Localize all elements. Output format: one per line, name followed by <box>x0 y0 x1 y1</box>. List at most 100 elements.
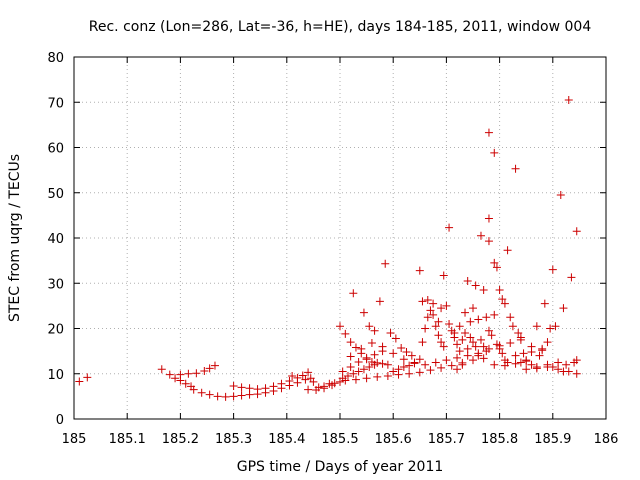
data-point <box>399 355 408 364</box>
data-point <box>362 374 371 383</box>
data-point <box>421 360 430 369</box>
x-tick-label: 185.6 <box>375 432 412 447</box>
data-point <box>205 390 214 399</box>
data-point <box>405 369 414 378</box>
data-point <box>237 391 246 400</box>
data-point <box>423 313 432 322</box>
data-point <box>538 344 547 353</box>
data-point <box>423 295 432 304</box>
data-point <box>229 381 238 390</box>
data-point <box>157 365 166 374</box>
data-point <box>479 286 488 295</box>
data-point <box>431 322 440 331</box>
data-point <box>469 356 477 365</box>
data-point <box>461 308 470 317</box>
data-point <box>439 271 448 280</box>
data-point <box>389 367 398 376</box>
data-point <box>453 365 462 374</box>
data-point <box>304 385 313 394</box>
data-point <box>367 338 376 347</box>
data-point <box>301 375 310 384</box>
data-point <box>564 95 573 104</box>
data-point <box>389 349 398 358</box>
data-point <box>474 315 483 324</box>
data-point <box>495 344 504 353</box>
data-point <box>357 344 366 353</box>
data-point <box>434 317 443 326</box>
data-point <box>532 322 541 331</box>
data-point <box>418 297 427 306</box>
data-point <box>495 286 504 295</box>
data-point <box>492 340 501 349</box>
data-point <box>362 353 371 362</box>
data-point <box>476 231 485 240</box>
data-point <box>572 227 581 236</box>
data-point <box>394 365 403 374</box>
data-point <box>490 148 499 157</box>
data-point <box>442 356 451 365</box>
data-point <box>285 376 294 385</box>
data-point <box>378 359 387 368</box>
grid-lines <box>74 57 606 419</box>
data-point <box>455 347 464 356</box>
data-point <box>365 322 374 331</box>
y-tick-label: 30 <box>47 277 64 292</box>
data-point <box>437 338 446 347</box>
y-tick-label: 50 <box>47 187 64 202</box>
data-point <box>434 331 443 340</box>
data-point <box>200 367 209 376</box>
data-point <box>197 388 206 397</box>
data-point <box>269 382 278 391</box>
data-point <box>338 367 347 376</box>
y-tick-label: 70 <box>47 96 64 111</box>
data-point <box>503 358 512 367</box>
x-tick-label: 185.2 <box>162 432 199 447</box>
data-point <box>511 164 520 173</box>
data-point <box>75 377 84 386</box>
data-point <box>469 304 477 313</box>
y-tick-label: 10 <box>47 368 64 383</box>
data-point <box>349 369 358 378</box>
data-point <box>359 308 368 317</box>
data-point <box>253 385 262 394</box>
data-point <box>482 347 491 356</box>
data-point <box>500 299 509 308</box>
data-point <box>370 360 379 369</box>
data-point <box>375 297 384 306</box>
data-point <box>320 384 329 393</box>
data-point <box>381 259 390 268</box>
data-point <box>463 351 472 360</box>
data-point <box>548 265 557 274</box>
data-point <box>304 368 313 377</box>
data-point <box>556 191 565 200</box>
data-point <box>346 352 355 361</box>
x-axis-ticks: 185 185.1 185.2 185.3 185.4 185.5 185.6 185.7 18… <box>62 57 619 447</box>
y-tick-label: 60 <box>47 142 64 157</box>
data-point <box>559 367 568 376</box>
data-point <box>189 385 198 394</box>
x-tick-label: 186 <box>594 432 619 447</box>
data-point <box>453 340 462 349</box>
data-point <box>410 359 419 368</box>
data-point <box>514 329 523 338</box>
data-point <box>562 360 571 369</box>
data-point <box>511 351 520 360</box>
data-point <box>213 392 222 401</box>
data-point <box>445 223 454 232</box>
data-point <box>540 299 549 308</box>
y-axis-ticks: 0 10 20 30 40 50 60 70 80 <box>47 51 606 428</box>
data-point <box>484 237 493 246</box>
data-point <box>543 360 552 369</box>
data-point <box>498 295 507 304</box>
data-point <box>546 324 555 333</box>
data-point <box>484 326 493 335</box>
data-point <box>447 361 456 370</box>
data-point <box>229 392 238 401</box>
data-point <box>346 338 355 347</box>
x-tick-label: 185.4 <box>268 432 305 447</box>
x-axis-label: GPS time / Days of year 2011 <box>237 459 444 475</box>
data-point <box>336 322 344 331</box>
data-point <box>237 383 246 392</box>
x-tick-label: 185.1 <box>109 432 146 447</box>
x-tick-label: 185.3 <box>215 432 252 447</box>
